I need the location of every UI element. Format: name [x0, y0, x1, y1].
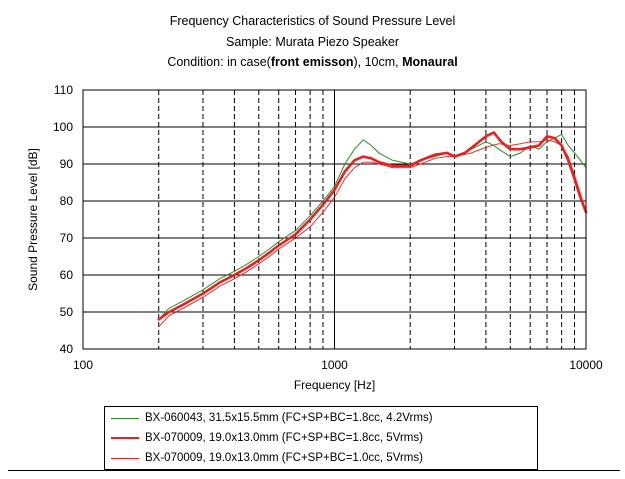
- legend-swatch: [111, 437, 139, 439]
- y-axis-label: Sound Pressure Level [dB]: [26, 148, 40, 291]
- plot-area: [82, 89, 587, 350]
- legend-swatch: [111, 457, 139, 459]
- legend-label: BX-070009, 19.0x13.0mm (FC+SP+BC=1.0cc, …: [145, 452, 423, 464]
- y-tick-label: 60: [60, 268, 74, 282]
- condition-mid: ), 10cm,: [353, 55, 403, 69]
- y-tick-label: 80: [60, 194, 74, 208]
- condition-monaural: Monaural: [402, 55, 458, 69]
- condition-prefix: Condition: in case(: [167, 55, 271, 69]
- legend-label: BX-070009, 19.0x13.0mm (FC+SP+BC=1.8cc, …: [145, 432, 423, 444]
- tick-labels: 40 50 60 70 80 90 100 110 100 1000 10000: [53, 83, 603, 372]
- y-tick-label: 110: [54, 83, 73, 97]
- series-line-2: [157, 131, 588, 321]
- y-tick-label: 90: [60, 157, 74, 171]
- series-line-3: [158, 139, 587, 328]
- bottom-rule: [8, 470, 620, 471]
- x-tick-label: 1000: [321, 358, 348, 372]
- x-tick-label: 10000: [569, 358, 603, 372]
- y-tick-label: 40: [60, 342, 74, 356]
- frequency-chart: 40 50 60 70 80 90 100 110 100 1000 10000 Frequency…: [26, 83, 603, 392]
- x-axis-label: Frequency [Hz]: [294, 378, 375, 392]
- legend-item: BX-070009, 19.0x13.0mm (FC+SP+BC=1.8cc, …: [111, 429, 423, 447]
- chart-title: Frequency Characteristics of Sound Press…: [169, 14, 456, 28]
- legend-item: BX-060043, 31.5x15.5mm (FC+SP+BC=1.8cc, …: [111, 409, 433, 427]
- chart-subtitle-sample: Sample: Murata Piezo Speaker: [225, 35, 399, 49]
- y-tick-label: 100: [53, 120, 73, 134]
- x-tick-label: 100: [73, 358, 93, 372]
- chart-subtitle-condition: Condition: in case(front emisson), 10cm,…: [0, 55, 625, 69]
- series-group: [157, 131, 588, 328]
- legend-label: BX-060043, 31.5x15.5mm (FC+SP+BC=1.8cc, …: [145, 412, 433, 424]
- y-tick-label: 50: [60, 305, 74, 319]
- y-tick-label: 70: [60, 231, 74, 245]
- series-line-1: [158, 133, 587, 320]
- legend-item: BX-070009, 19.0x13.0mm (FC+SP+BC=1.0cc, …: [111, 449, 423, 467]
- legend: BX-060043, 31.5x15.5mm (FC+SP+BC=1.8cc, …: [104, 406, 538, 470]
- grid: [83, 90, 586, 349]
- condition-emission: front emisson: [270, 55, 354, 69]
- legend-swatch: [111, 417, 139, 419]
